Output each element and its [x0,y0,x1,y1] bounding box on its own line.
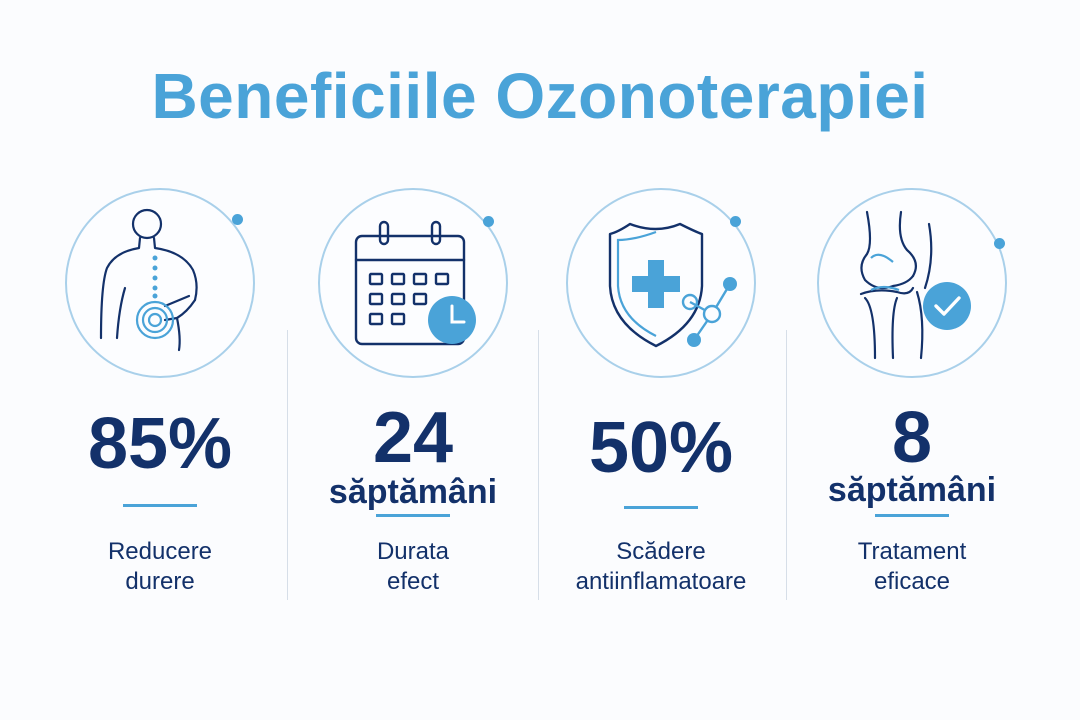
accent-dot [232,214,243,225]
stat-label-line1: Tratament [857,538,967,565]
stat-label-line2: eficace [873,568,951,595]
column-divider [786,330,787,600]
stat-value: 85% [87,404,233,484]
stat-unit: săptămâni [328,473,498,511]
stat-value: 8 [891,398,933,478]
back-pain-icon [99,208,198,352]
icon-circle [817,188,1007,378]
accent-rule [624,506,698,509]
stat-label-line2: antiinflamatoare [575,568,747,595]
benefit-card-inflammation: 50% Scădere antiinflamatoare [536,180,786,610]
shield-medical-icon [608,222,737,348]
stat-label-line1: Reducere [107,538,213,565]
accent-dot [994,238,1005,249]
stat-value: 50% [588,408,734,488]
stat-label-line1: Scădere [616,538,706,565]
benefit-card-duration: 24 săptămâni Durata efect [288,180,538,610]
stat-value: 24 [372,398,454,478]
column-divider [287,330,288,600]
calendar-clock-icon [354,220,476,346]
stat-label-line2: durere [125,568,195,595]
knee-joint-check-icon [859,210,971,360]
accent-rule [875,514,949,517]
stat-label-line1: Durata [376,538,450,565]
accent-rule [123,504,197,507]
accent-dot [730,216,741,227]
benefit-card-treatment: 8 săptămâni Tratament eficace [787,180,1037,610]
benefit-card-pain: 85% Reducere durere [35,180,285,610]
stat-unit: săptămâni [827,471,997,509]
accent-dot [483,216,494,227]
accent-rule [376,514,450,517]
stat-label-line2: efect [386,568,440,595]
page-title: Beneficiile Ozonoterapiei [151,60,929,132]
column-divider [538,330,539,600]
